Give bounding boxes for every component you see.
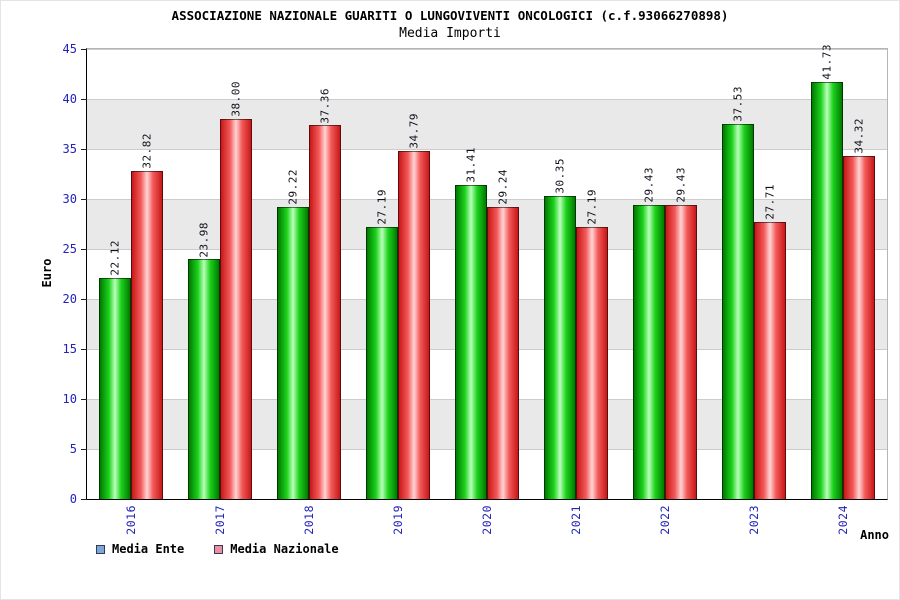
x-tick-label: 2022 (657, 505, 672, 535)
x-tick-label: 2023 (746, 505, 761, 535)
chart-title: ASSOCIAZIONE NAZIONALE GUARITI O LUNGOVI… (171, 8, 729, 23)
y-tick-label: 40 (62, 92, 77, 106)
y-tick-label: 20 (62, 292, 77, 306)
legend: Media Ente Media Nazionale (96, 542, 339, 556)
bar-value-label: 29.22 (286, 169, 300, 205)
bar-media-ente: 27.19 (366, 189, 399, 499)
bar-value-label: 29.24 (496, 168, 510, 205)
y-tick-mark (81, 149, 87, 150)
y-axis-label: Euro (40, 258, 54, 288)
legend-label: Media Nazionale (230, 542, 339, 556)
y-tick-mark (81, 99, 87, 100)
legend-item: Media Ente (96, 542, 184, 556)
bar-value-label: 38.00 (229, 81, 243, 117)
bar-value-label: 41.73 (820, 44, 834, 80)
x-tick-label: 2018 (302, 505, 317, 535)
y-tick-label: 5 (69, 442, 77, 456)
y-tick-label: 10 (62, 392, 77, 406)
x-tick-label: 2016 (124, 505, 139, 535)
y-tick-mark (81, 499, 87, 500)
bar-value-label: 32.82 (140, 133, 154, 169)
bar-value-label: 27.71 (763, 184, 777, 220)
y-tick-label: 15 (62, 342, 77, 356)
bar-media-ente: 29.43 (632, 167, 665, 499)
bar-media-ente: 41.73 (810, 44, 843, 499)
bar-media-nazionale: 34.32 (842, 118, 875, 499)
y-tick-label: 35 (62, 142, 77, 156)
legend-swatch-icon (214, 544, 224, 554)
legend-label: Media Ente (112, 542, 185, 556)
bar-media-ente: 30.35 (543, 158, 576, 499)
bar-media-ente: 31.41 (455, 147, 487, 499)
legend-swatch-icon (96, 544, 105, 554)
legend-item: Media Nazionale (214, 542, 339, 556)
bar-value-label: 34.79 (407, 113, 421, 150)
bar-group: 31.41 29.24 2020 (443, 49, 532, 535)
x-tick-label: 2017 (213, 505, 228, 535)
y-tick-label: 25 (62, 242, 77, 256)
bar-group: 29.22 37.36 2018 (265, 49, 354, 535)
bar-group: 23.98 38.00 2017 (176, 49, 265, 535)
y-tick-mark (81, 349, 87, 350)
bar-media-nazionale: 37.36 (309, 88, 342, 499)
bar-media-ente: 37.53 (721, 86, 754, 499)
bar-media-nazionale: 29.43 (664, 167, 697, 499)
bar-media-nazionale: 27.19 (575, 189, 608, 499)
bar-value-label: 30.35 (553, 157, 567, 194)
bar-media-nazionale: 34.79 (398, 113, 431, 499)
bar-value-label: 37.36 (318, 87, 332, 124)
bar-value-label: 34.32 (852, 118, 866, 154)
y-tick-label: 30 (62, 192, 77, 206)
bar-group: 41.73 34.32 2024 (798, 44, 887, 535)
x-axis-label: Anno (860, 528, 889, 542)
bar-value-label: 37.53 (731, 86, 745, 122)
bar-value-label: 22.12 (108, 240, 122, 276)
bar-group: 27.19 34.79 2019 (354, 49, 443, 535)
y-tick-mark (81, 49, 87, 50)
bar-media-nazionale: 32.82 (131, 133, 164, 499)
bar-media-nazionale: 29.24 (487, 169, 519, 499)
y-tick-mark (81, 249, 87, 250)
y-tick-mark (81, 449, 87, 450)
plot-area: 22.12 32.82 2016 23.98 38.00 2017 29.22 37.36 20… (63, 42, 888, 535)
y-tick-mark (81, 399, 87, 400)
x-tick-label: 2021 (568, 505, 583, 535)
y-tick-mark (81, 299, 87, 300)
bar-media-ente: 23.98 (188, 222, 221, 499)
bar-media-ente: 22.12 (99, 240, 132, 499)
x-tick-label: 2024 (835, 505, 850, 535)
bar-group: 30.35 27.19 2021 (531, 49, 620, 535)
bar-value-label: 27.19 (375, 189, 389, 226)
bar-value-label: 23.98 (197, 221, 211, 258)
y-tick-label: 0 (69, 492, 77, 506)
y-tick-mark (81, 199, 87, 200)
bar-group: 29.43 29.43 2022 (620, 49, 709, 535)
bar-media-nazionale: 38.00 (220, 81, 253, 499)
bar-value-label: 29.43 (674, 167, 688, 203)
bar-group: 37.53 27.71 2023 (709, 49, 798, 535)
bar-value-label: 29.43 (642, 167, 656, 203)
chart-subtitle: Media Importi (399, 26, 501, 41)
bar-groups-container: 22.12 32.82 2016 23.98 38.00 2017 29.22 37.36 20… (87, 44, 887, 535)
bar-group: 22.12 32.82 2016 (87, 49, 176, 535)
y-tick-label: 45 (62, 42, 77, 56)
bar-value-label: 31.41 (464, 147, 478, 183)
bar-media-ente: 29.22 (277, 169, 310, 499)
bar-value-label: 27.19 (585, 189, 599, 226)
x-tick-label: 2019 (391, 505, 406, 535)
bar-media-nazionale: 27.71 (753, 184, 786, 499)
x-tick-label: 2020 (480, 505, 494, 535)
